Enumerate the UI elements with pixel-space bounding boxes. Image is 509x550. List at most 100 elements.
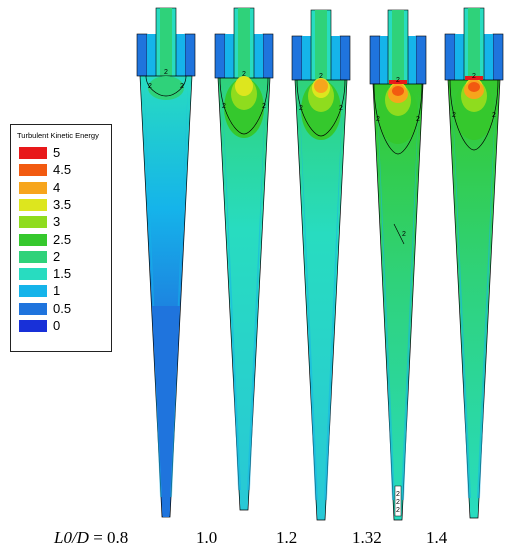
wall-region-right xyxy=(477,86,496,498)
legend-level: 0 xyxy=(19,318,109,333)
legend-swatch xyxy=(19,233,47,246)
cyclone-panel-0: 2 2 2 xyxy=(136,7,196,518)
wall-region-right xyxy=(324,86,343,500)
inlet-block-right xyxy=(492,33,504,81)
vortex-core xyxy=(468,8,480,80)
vortex-core xyxy=(392,10,404,84)
caption-1: 1.0 xyxy=(196,528,218,547)
hot-zone-max xyxy=(389,80,407,84)
legend-level: 1 xyxy=(19,283,109,299)
contour-label: 2 xyxy=(452,112,456,119)
contour-line xyxy=(373,83,423,155)
wall-region-left xyxy=(222,84,241,490)
wall-region-left xyxy=(299,86,318,500)
caption-variable: L0/D xyxy=(54,528,89,547)
legend-label: 3.5 xyxy=(53,196,72,212)
legend-label: 0 xyxy=(53,318,61,333)
vortex-core xyxy=(315,10,327,80)
inlet-block-right xyxy=(262,33,274,79)
wall-region-left xyxy=(452,86,471,498)
wall-region-right xyxy=(401,90,419,500)
hot-zone-peak xyxy=(392,86,404,96)
legend-swatch xyxy=(19,198,47,211)
legend-level: 3.5 xyxy=(19,196,109,212)
contour-label: 2 xyxy=(339,105,343,112)
contour-label: 2 xyxy=(319,73,323,80)
legend-swatch xyxy=(19,250,47,263)
contour-label: 2 xyxy=(164,69,168,76)
inlet-block-right xyxy=(184,33,196,77)
legend-swatch xyxy=(19,302,47,315)
legend-label: 4.5 xyxy=(53,162,72,178)
legend-swatch xyxy=(19,216,47,229)
legend-swatch xyxy=(19,181,47,194)
inlet-block-left xyxy=(291,35,303,81)
cone-body xyxy=(447,79,501,519)
wall-region-left xyxy=(377,90,395,500)
contour-line xyxy=(296,79,346,137)
legend-box: Turbulent Kinetic Energy 5 4.5 4 3.5 3 2.5 2 1.… xyxy=(10,124,112,352)
inlet-block-right xyxy=(339,35,351,81)
caption-3: 1.32 xyxy=(352,528,382,547)
legend-level: 5 xyxy=(19,145,109,160)
hot-zone-peak xyxy=(468,82,480,92)
low-energy-tail xyxy=(152,306,180,517)
hot-zone-max xyxy=(465,76,483,80)
cone-body xyxy=(294,79,348,521)
legend-label: 2 xyxy=(53,248,61,264)
contour-label: 2 xyxy=(222,103,226,110)
contour-label: 2 xyxy=(402,231,406,238)
cyclone-panel-1: 2 2 2 xyxy=(214,7,274,511)
contour-label: 2 xyxy=(262,103,266,110)
hot-zone-outer xyxy=(148,76,184,100)
legend-label: 5 xyxy=(53,145,61,160)
wall-region-right xyxy=(247,84,266,490)
vortex-core xyxy=(238,8,250,78)
contour-line xyxy=(449,79,499,151)
caption-0: L0/D = 0.8 xyxy=(54,528,128,548)
legend-swatch xyxy=(19,164,47,177)
contour-line xyxy=(393,223,405,245)
contour-line xyxy=(219,77,269,135)
hot-zone-core xyxy=(314,79,328,93)
contour-label: 2 xyxy=(396,77,400,84)
legend-swatch xyxy=(19,320,47,332)
caption-equals-value: = 0.8 xyxy=(88,528,129,547)
caption-4: 1.4 xyxy=(426,528,448,547)
contour-label: 2 xyxy=(242,71,246,78)
legend-level: 3 xyxy=(19,214,109,230)
inlet-block-left xyxy=(444,33,456,81)
contour-label: 2 xyxy=(396,491,400,498)
contour-line xyxy=(145,75,187,97)
legend-level: 0.5 xyxy=(19,300,109,316)
contour-label: 2 xyxy=(416,116,420,123)
legend-level: 2.5 xyxy=(19,231,109,247)
legend-swatch xyxy=(19,285,47,298)
cone-body xyxy=(139,75,193,518)
contour-label: 2 xyxy=(148,83,152,90)
caption-2: 1.2 xyxy=(276,528,298,547)
contour-label: 2 xyxy=(492,112,496,119)
legend-label: 2.5 xyxy=(53,231,72,247)
cone-body xyxy=(372,83,424,521)
contour-label: 2 xyxy=(376,116,380,123)
legend-level: 2 xyxy=(19,248,109,264)
inlet-block-left xyxy=(369,35,381,85)
legend-title: Turbulent Kinetic Energy xyxy=(17,131,99,140)
legend-label: 1 xyxy=(53,283,61,299)
contour-label: 2 xyxy=(299,105,303,112)
contour-label: 2 xyxy=(472,73,476,80)
inlet-block-right xyxy=(415,35,427,85)
contour-label: 2 xyxy=(180,83,184,90)
legend-label: 3 xyxy=(53,214,61,230)
legend-swatch xyxy=(19,147,47,159)
contour-label: 2 xyxy=(396,507,400,514)
legend-label: 0.5 xyxy=(53,300,72,316)
vortex-core xyxy=(160,8,172,76)
hot-zone-inner xyxy=(235,76,253,96)
cyclone-panel-4: 2 2 2 xyxy=(444,7,504,519)
legend-level: 4.5 xyxy=(19,162,109,178)
outlet-label-box xyxy=(394,485,402,517)
inlet-block-left xyxy=(136,33,148,77)
